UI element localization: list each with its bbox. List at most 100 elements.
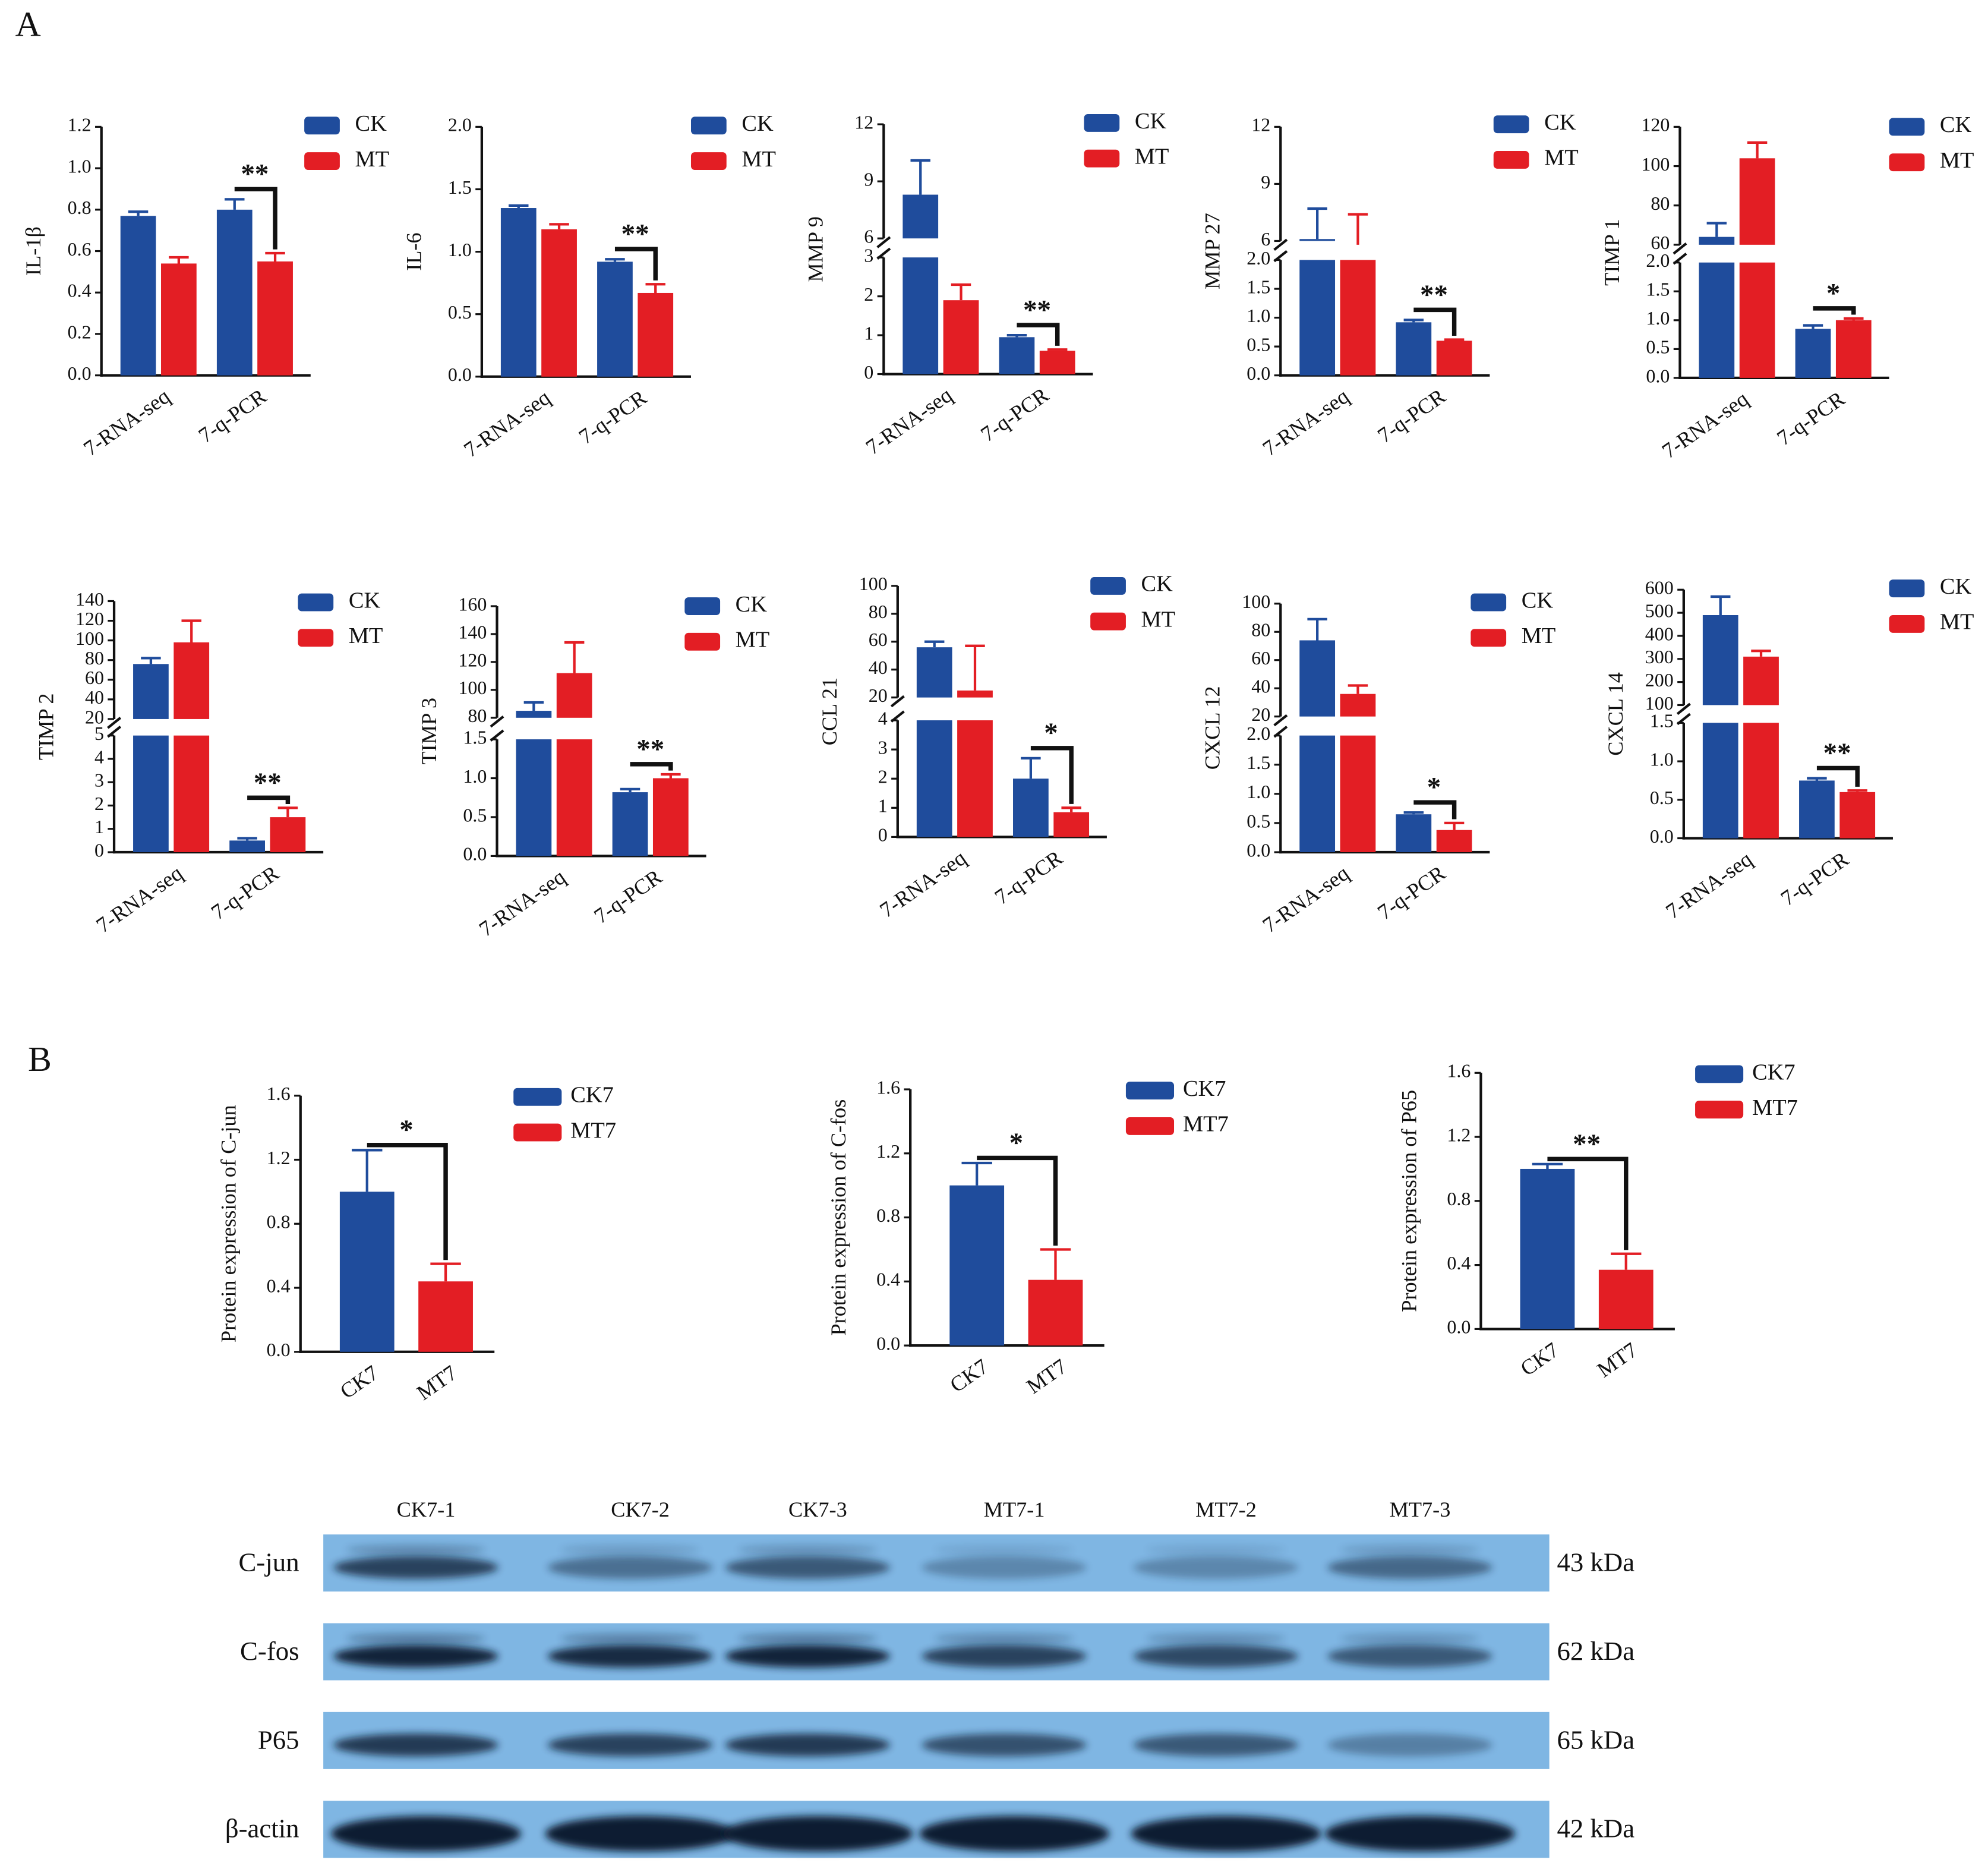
bar bbox=[1699, 237, 1735, 245]
legend-label: CK7 bbox=[570, 1083, 614, 1108]
error-bar bbox=[265, 251, 285, 261]
error-bar bbox=[645, 283, 665, 293]
significance-label: ** bbox=[1573, 1129, 1601, 1159]
bar-chart: 0.0 0.5 1.0 1.580 100 120 140 160 TIMP 3 7-RNA-se… bbox=[417, 592, 769, 941]
blot-band bbox=[922, 1734, 1087, 1757]
axis-break bbox=[1273, 714, 1288, 727]
legend-swatch bbox=[1125, 1117, 1175, 1135]
bar bbox=[1739, 262, 1775, 378]
y-tick-label: 0.8 bbox=[68, 197, 91, 218]
legend-swatch bbox=[1084, 149, 1120, 168]
blot-band bbox=[547, 1644, 713, 1668]
legend-swatch bbox=[1889, 579, 1925, 598]
x-tick-label: 7-RNA-seq bbox=[1258, 384, 1353, 461]
bar bbox=[516, 739, 552, 856]
x-tick-label: CK7 bbox=[946, 1354, 993, 1397]
bar bbox=[957, 690, 993, 698]
error-bar bbox=[1803, 324, 1823, 329]
error-bar bbox=[961, 1161, 992, 1186]
y-tick-label: 0.0 bbox=[68, 363, 91, 384]
blot-band bbox=[922, 1644, 1087, 1668]
y-tick-label: 9 bbox=[1261, 171, 1270, 193]
y-tick-label: 160 bbox=[458, 593, 487, 614]
error-bar bbox=[1061, 806, 1081, 812]
blot-band bbox=[722, 1816, 913, 1852]
bar-chart: 0.0 0.5 1.0 1.5 2.060 80 100 120 TIMP 1 7-RNA-seq… bbox=[1600, 112, 1974, 463]
y-tick-label: 1.0 bbox=[1646, 307, 1670, 329]
significance-bracket bbox=[234, 187, 277, 250]
legend-label: MT bbox=[741, 147, 776, 172]
significance-label: ** bbox=[254, 767, 282, 798]
bar bbox=[1396, 322, 1432, 376]
size-label: 43 kDa bbox=[1557, 1547, 1634, 1577]
legend-label: MT bbox=[349, 623, 383, 648]
axis-break bbox=[1673, 242, 1687, 255]
bar bbox=[1598, 1269, 1653, 1329]
lane-label: CK7-2 bbox=[611, 1498, 670, 1521]
blot-band bbox=[1340, 1633, 1480, 1644]
y-tick-label: 0.0 bbox=[463, 843, 487, 865]
bar bbox=[1739, 158, 1775, 245]
y-tick-label: 1.0 bbox=[1247, 781, 1270, 802]
error-bar bbox=[128, 210, 149, 216]
legend-swatch bbox=[304, 152, 340, 170]
bar bbox=[133, 735, 169, 853]
bar bbox=[270, 817, 306, 853]
x-tick-label: 7-RNA-seq bbox=[1661, 847, 1756, 924]
x-tick-label: 7-q-PCR bbox=[1373, 384, 1450, 447]
bar bbox=[1299, 735, 1336, 853]
y-tick-label: 1.5 bbox=[1646, 279, 1670, 300]
y-tick-label: 1.5 bbox=[1247, 752, 1270, 773]
y-tick-label: 80 bbox=[1651, 193, 1670, 214]
error-bar bbox=[430, 1262, 461, 1282]
x-tick-label: 7-RNA-seq bbox=[1658, 387, 1753, 464]
bar bbox=[1743, 723, 1779, 839]
error-bar bbox=[509, 204, 529, 209]
legend-label: MT bbox=[1544, 146, 1579, 171]
legend-swatch bbox=[1695, 1065, 1744, 1083]
significance-bracket bbox=[1413, 307, 1457, 336]
bar bbox=[500, 208, 537, 377]
legend-label: CK bbox=[1940, 574, 1972, 599]
legend-label: CK7 bbox=[1752, 1060, 1795, 1085]
blot-band bbox=[560, 1633, 700, 1644]
y-tick-label: 2 bbox=[878, 766, 888, 787]
bar bbox=[1520, 1168, 1575, 1329]
legend-label: CK bbox=[1522, 588, 1554, 613]
x-tick-label: 7-q-PCR bbox=[575, 385, 651, 449]
blot-band bbox=[919, 1816, 1110, 1852]
significance-label: ** bbox=[241, 159, 269, 190]
error-bar bbox=[1348, 213, 1368, 245]
bar bbox=[1340, 694, 1376, 717]
y-tick-label: 0.8 bbox=[876, 1205, 900, 1226]
y-tick-label: 1.0 bbox=[463, 765, 487, 787]
y-tick-label: 1.2 bbox=[1447, 1124, 1471, 1145]
bar bbox=[1436, 830, 1472, 853]
blot-band bbox=[737, 1545, 878, 1555]
bar bbox=[999, 337, 1035, 374]
significance-bracket bbox=[614, 247, 658, 280]
blot-band bbox=[346, 1545, 486, 1555]
bar bbox=[133, 664, 169, 719]
blot-band bbox=[737, 1633, 878, 1644]
x-tick-label: MT7 bbox=[412, 1361, 461, 1405]
x-tick-label: 7-q-PCR bbox=[990, 846, 1067, 909]
bar bbox=[916, 720, 952, 837]
y-tick-label: 100 bbox=[1242, 591, 1270, 612]
error-bar bbox=[1307, 617, 1327, 641]
blot-band bbox=[1146, 1545, 1286, 1555]
significance-bracket bbox=[1413, 800, 1457, 820]
axis-break bbox=[876, 236, 891, 248]
bar bbox=[556, 739, 592, 856]
legend-swatch bbox=[690, 152, 727, 170]
error-bar bbox=[1040, 1248, 1071, 1280]
bar bbox=[1028, 1279, 1083, 1346]
bar bbox=[1299, 239, 1336, 241]
y-tick-label: 0.0 bbox=[267, 1339, 291, 1360]
bar-chart: 0 1 2 3 420 40 60 80 100 CCL 21 7-RNA-seq 7-q-PCR * C… bbox=[818, 572, 1175, 922]
y-tick-label: 1.6 bbox=[267, 1083, 291, 1104]
blot-band bbox=[333, 1556, 498, 1579]
y-axis-label: Protein expression of C-jun bbox=[217, 1105, 241, 1342]
legend-swatch bbox=[1695, 1101, 1744, 1119]
